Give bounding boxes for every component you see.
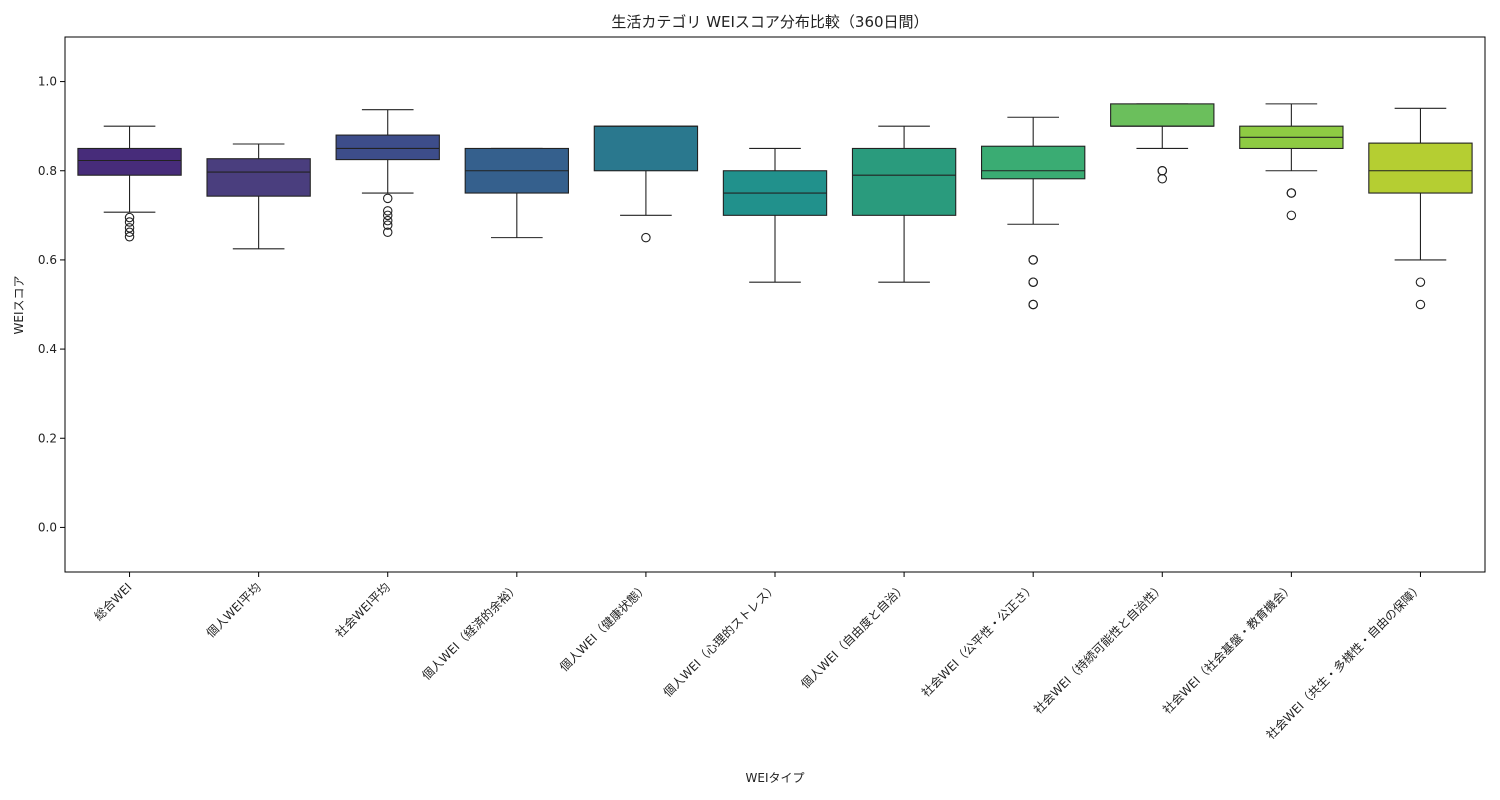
outlier-point: [1286, 188, 1297, 198]
box-group-9: [1110, 103, 1215, 184]
outlier-point: [382, 215, 393, 226]
chart-title: 生活カテゴリ WEIスコア分布比較（360日間）: [611, 13, 928, 31]
axes-frame: [64, 36, 1486, 573]
outlier-point: [124, 217, 135, 227]
x-tick-label: 個人WEI平均: [204, 580, 264, 640]
y-tick-label: 0.4: [38, 342, 57, 356]
box: [335, 134, 440, 161]
box-group-8: [980, 116, 1086, 310]
x-tick-label: 個人WEI（健康状態）: [556, 580, 651, 675]
x-tick-label: 総合WEI: [91, 580, 135, 624]
x-tick-label: 社会WEI（持続可能性と自治性）: [1030, 580, 1167, 717]
outlier-point: [382, 193, 393, 204]
x-tick-label: 社会WEI（公平性・公正さ）: [918, 580, 1038, 700]
box-group-1: [77, 125, 182, 242]
x-tick-label: 社会WEI平均: [332, 580, 393, 641]
y-tick-label: 0.2: [38, 431, 57, 445]
outlier-point: [124, 231, 135, 242]
y-tick-label: 0.0: [38, 520, 57, 534]
x-axis-label: WEIタイプ: [746, 771, 805, 785]
outlier-point: [1028, 277, 1038, 287]
x-tick-label: 個人WEI（自由度と自治）: [797, 580, 909, 692]
box: [980, 145, 1086, 180]
x-tick-label: 個人WEI（心理的ストレス）: [660, 580, 780, 700]
outlier-point: [1028, 299, 1038, 310]
box-group-10: [1239, 103, 1344, 221]
box: [593, 125, 699, 172]
box-group-3: [335, 109, 440, 238]
box-group-5: [593, 125, 699, 243]
box: [1110, 103, 1215, 127]
outlier-point: [124, 212, 135, 223]
outlier-point: [1286, 210, 1297, 221]
box-group-2: [206, 143, 311, 250]
outlier-point: [382, 210, 393, 221]
box-group-6: [722, 147, 828, 283]
outlier-point: [124, 227, 135, 238]
outlier-point: [641, 232, 651, 243]
plot-area: [77, 103, 1473, 310]
y-tick-label: 1.0: [38, 75, 57, 89]
x-tick-label: 個人WEI（経済的余裕）: [419, 580, 522, 683]
x-tick-label: 社会WEI（社会基盤・教育機会）: [1159, 580, 1296, 717]
box: [851, 147, 957, 216]
y-tick-label: 0.6: [38, 253, 57, 267]
outlier-point: [1157, 166, 1168, 176]
y-axis-label: WEIスコア: [12, 276, 26, 335]
outlier-point: [382, 206, 393, 216]
x-tick-label: 社会WEI（共生・多様性・自由の保障）: [1263, 580, 1426, 743]
outlier-point: [1028, 255, 1038, 265]
box-group-11: [1368, 107, 1473, 310]
box-group-4: [464, 147, 570, 239]
outlier-point: [382, 227, 393, 238]
y-tick-label: 0.8: [38, 164, 57, 178]
box: [206, 158, 311, 197]
box: [77, 147, 182, 176]
outlier-point: [1415, 299, 1426, 310]
outlier-point: [1157, 174, 1168, 184]
outlier-point: [1415, 277, 1426, 287]
box-group-7: [851, 125, 957, 283]
outlier-point: [382, 220, 393, 230]
box: [1368, 142, 1473, 194]
